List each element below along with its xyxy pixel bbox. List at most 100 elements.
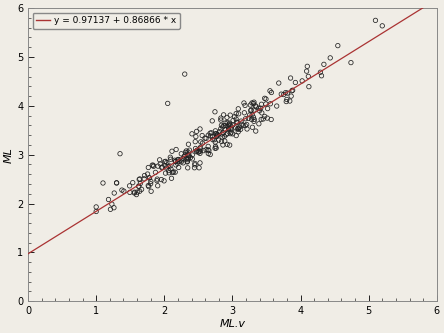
Point [234,120,241,125]
Point [287,75,294,81]
Point [227,126,234,132]
Point [168,149,175,154]
Point [197,149,204,154]
Point [250,107,258,113]
Point [157,161,164,166]
Point [200,148,207,153]
Point [289,88,296,93]
Point [262,96,270,102]
Point [225,126,232,131]
Point [258,102,265,107]
Point [222,127,229,132]
Point [172,159,179,164]
Point [235,129,242,135]
Point [180,160,187,166]
Point [111,205,118,210]
Point [194,148,201,153]
Point [249,112,256,117]
Point [248,107,255,113]
Point [163,166,170,171]
Point [147,188,155,194]
Point [219,142,226,148]
Point [220,123,227,129]
Point [209,118,216,124]
Point [253,104,260,110]
Point [275,80,282,86]
Point [136,188,143,194]
X-axis label: ML.v: ML.v [219,319,246,329]
Point [166,164,174,169]
Point [172,159,179,164]
Point [347,60,354,65]
Point [237,127,244,132]
Point [209,137,216,142]
Point [113,180,120,185]
Point [224,120,231,125]
Point [188,131,195,137]
Point [145,183,152,188]
Point [249,125,256,130]
Point [217,126,224,132]
Point [233,120,240,125]
Point [202,136,209,141]
Point [209,134,216,140]
Point [192,146,199,151]
Point [213,131,220,136]
Point [192,134,199,139]
Point [268,117,275,122]
Point [195,150,202,155]
Point [150,164,157,169]
Point [264,116,271,121]
Point [196,149,203,154]
Point [261,96,268,101]
Point [205,144,212,149]
Y-axis label: ML: ML [4,147,14,163]
Point [189,152,196,158]
Point [233,133,240,138]
Point [196,151,203,156]
Point [205,151,212,156]
Point [182,150,189,155]
Point [214,133,221,139]
Point [304,64,311,69]
Point [242,123,249,128]
Point [166,170,173,175]
Point [223,115,230,120]
Point [159,165,166,170]
Point [226,123,233,128]
Point [178,159,185,165]
Point [184,157,191,162]
Point [218,116,225,121]
Point [241,110,248,116]
Point [145,165,152,170]
Point [248,100,255,106]
Point [167,166,174,172]
Point [185,142,192,147]
Point [320,62,327,67]
Point [212,140,219,145]
Point [154,183,161,188]
Point [189,156,196,162]
Point [174,161,181,166]
Point [153,178,160,183]
Point [213,146,220,151]
Point [202,147,210,153]
Point [240,100,247,106]
Point [233,111,240,116]
Point [168,175,175,181]
Point [146,175,153,180]
Point [173,147,180,152]
Point [184,159,191,165]
Point [288,88,295,94]
Point [186,148,193,153]
Point [150,163,157,168]
Point [136,176,143,181]
Legend: y = 0.97137 + 0.86866 * x: y = 0.97137 + 0.86866 * x [32,13,180,29]
Point [220,112,227,118]
Point [195,165,202,170]
Point [268,90,275,95]
Point [116,151,123,157]
Point [167,155,174,160]
Point [162,170,169,176]
Point [226,121,233,126]
